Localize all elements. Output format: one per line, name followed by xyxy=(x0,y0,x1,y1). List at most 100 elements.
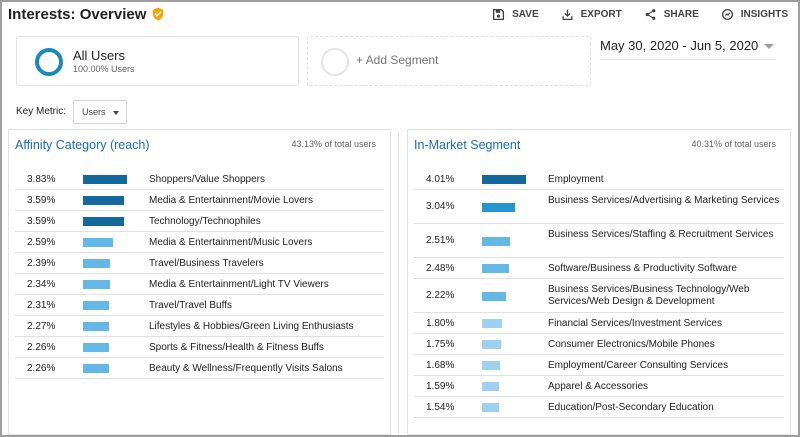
row-label[interactable]: Media & Entertainment/Movie Lovers xyxy=(149,194,313,206)
table-row: 2.31% Travel/Travel Buffs xyxy=(15,295,384,316)
key-metric-value: Users xyxy=(82,107,106,117)
table-row: 4.01% Employment xyxy=(414,169,784,190)
row-label[interactable]: Sports & Fitness/Health & Fitness Buffs xyxy=(149,341,324,353)
row-percent: 1.75% xyxy=(426,338,455,350)
segment-all-users[interactable]: All Users 100.00% Users xyxy=(16,36,299,86)
share-button[interactable]: SHARE xyxy=(644,8,699,21)
row-percent: 1.80% xyxy=(426,317,455,329)
table-row: 3.59% Media & Entertainment/Movie Lovers xyxy=(15,190,384,211)
row-label[interactable]: Media & Entertainment/Light TV Viewers xyxy=(149,278,329,290)
row-bar xyxy=(83,322,109,331)
row-percent: 1.59% xyxy=(426,380,455,392)
row-label[interactable]: Business Services/Business Technology/We… xyxy=(548,284,750,307)
row-label[interactable]: Lifestyles & Hobbies/Green Living Enthus… xyxy=(149,320,354,332)
save-icon xyxy=(493,8,505,20)
row-bar xyxy=(482,236,510,246)
row-label[interactable]: Shoppers/Value Shoppers xyxy=(149,173,266,185)
insights-icon xyxy=(721,8,733,20)
row-percent: 1.68% xyxy=(426,359,455,371)
row-percent: 3.04% xyxy=(426,201,455,212)
row-percent: 2.51% xyxy=(426,235,455,246)
save-button[interactable]: SAVE xyxy=(492,8,539,21)
row-percent: 2.26% xyxy=(27,362,56,374)
row-percent: 3.83% xyxy=(27,173,56,185)
insights-button[interactable]: INSIGHTS xyxy=(721,8,788,21)
row-label[interactable]: Employment xyxy=(548,173,604,185)
affinity-total: 43.13% of total users xyxy=(291,139,376,149)
row-label[interactable]: Media & Entertainment/Music Lovers xyxy=(149,236,313,248)
row-bar xyxy=(482,361,500,370)
affinity-panel: Affinity Category (reach) 43.13% of tota… xyxy=(8,129,391,435)
row-bar xyxy=(482,291,506,301)
row-label[interactable]: Technology/Technophiles xyxy=(149,215,261,227)
table-row: 2.51% Business Services/Staffing & Recrui… xyxy=(414,224,784,258)
row-label[interactable]: Travel/Business Travelers xyxy=(149,257,264,269)
table-row: 3.83% Shoppers/Value Shoppers xyxy=(15,169,384,190)
row-bar xyxy=(83,364,109,373)
row-label[interactable]: Business Services/Advertising & Marketin… xyxy=(548,195,780,206)
add-segment-button[interactable]: + Add Segment xyxy=(307,36,591,86)
chevron-down-icon xyxy=(764,44,774,49)
row-percent: 2.26% xyxy=(27,341,56,353)
row-bar xyxy=(482,382,499,391)
segment-percent: 100.00% Users xyxy=(73,64,135,74)
row-label[interactable]: Employment/Career Consulting Services xyxy=(548,359,729,371)
table-row: 2.22% Business Services/Business Technolo… xyxy=(414,279,784,313)
row-label[interactable]: Apparel & Accessories xyxy=(548,380,649,392)
row-label[interactable]: Beauty & Wellness/Frequently Visits Salo… xyxy=(149,362,343,374)
verified-badge-icon xyxy=(153,7,164,21)
row-bar xyxy=(482,202,515,212)
empty-segment-ring-icon xyxy=(321,48,349,76)
row-bar xyxy=(482,264,509,273)
row-percent: 2.31% xyxy=(27,299,56,311)
segment-ring-icon xyxy=(35,48,63,76)
row-label[interactable]: Education/Post-Secondary Education xyxy=(548,401,714,413)
export-button[interactable]: EXPORT xyxy=(561,8,622,21)
table-row: 2.34% Media & Entertainment/Light TV View… xyxy=(15,274,384,295)
row-bar xyxy=(482,403,499,412)
in-market-total: 40.31% of total users xyxy=(691,139,776,149)
in-market-title[interactable]: In-Market Segment xyxy=(414,138,521,152)
affinity-title[interactable]: Affinity Category (reach) xyxy=(15,138,150,152)
row-label[interactable]: Consumer Electronics/Mobile Phones xyxy=(548,338,715,350)
row-percent: 3.59% xyxy=(27,194,56,206)
date-range-text: May 30, 2020 - Jun 5, 2020 xyxy=(600,38,759,53)
report-header: Interests: Overview xyxy=(8,4,165,24)
toolbar: SAVE EXPORT SHARE INSIGHTS xyxy=(470,5,788,23)
table-row: 1.59% Apparel & Accessories xyxy=(414,376,784,397)
add-segment-label: + Add Segment xyxy=(356,53,439,67)
key-metric-select[interactable]: Users xyxy=(73,100,127,124)
table-row: 1.68% Employment/Career Consulting Servic… xyxy=(414,355,784,376)
export-label: EXPORT xyxy=(580,8,622,20)
table-row: 2.59% Media & Entertainment/Music Lovers xyxy=(15,232,384,253)
share-label: SHARE xyxy=(663,8,699,20)
row-bar xyxy=(83,175,127,184)
row-label[interactable]: Business Services/Staffing & Recruitment… xyxy=(548,229,774,240)
table-row: 2.27% Lifestyles & Hobbies/Green Living E… xyxy=(15,316,384,337)
row-bar xyxy=(83,217,124,226)
table-row: 2.39% Travel/Business Travelers xyxy=(15,253,384,274)
row-bar xyxy=(83,196,124,205)
table-row: 3.04% Business Services/Advertising & Mar… xyxy=(414,190,784,224)
row-label[interactable]: Financial Services/Investment Services xyxy=(548,317,722,329)
row-percent: 2.39% xyxy=(27,257,56,269)
row-bar xyxy=(83,238,113,247)
in-market-panel: In-Market Segment 40.31% of total users … xyxy=(407,129,791,435)
row-percent: 2.34% xyxy=(27,278,56,290)
insights-label: INSIGHTS xyxy=(740,8,788,20)
row-label[interactable]: Software/Business & Productivity Softwar… xyxy=(548,262,737,274)
row-percent: 4.01% xyxy=(426,173,455,185)
panel-divider xyxy=(398,132,399,434)
share-icon xyxy=(645,8,656,20)
row-percent: 2.59% xyxy=(27,236,56,248)
row-percent: 2.48% xyxy=(426,262,455,274)
row-label[interactable]: Travel/Travel Buffs xyxy=(149,299,232,311)
segment-name: All Users xyxy=(73,48,126,63)
row-bar xyxy=(83,259,110,268)
row-percent: 3.59% xyxy=(27,215,56,227)
row-bar xyxy=(83,301,109,310)
row-bar xyxy=(83,343,109,352)
export-icon xyxy=(562,9,573,20)
row-percent: 2.22% xyxy=(426,290,455,301)
date-range-picker[interactable]: May 30, 2020 - Jun 5, 2020 xyxy=(600,38,776,60)
